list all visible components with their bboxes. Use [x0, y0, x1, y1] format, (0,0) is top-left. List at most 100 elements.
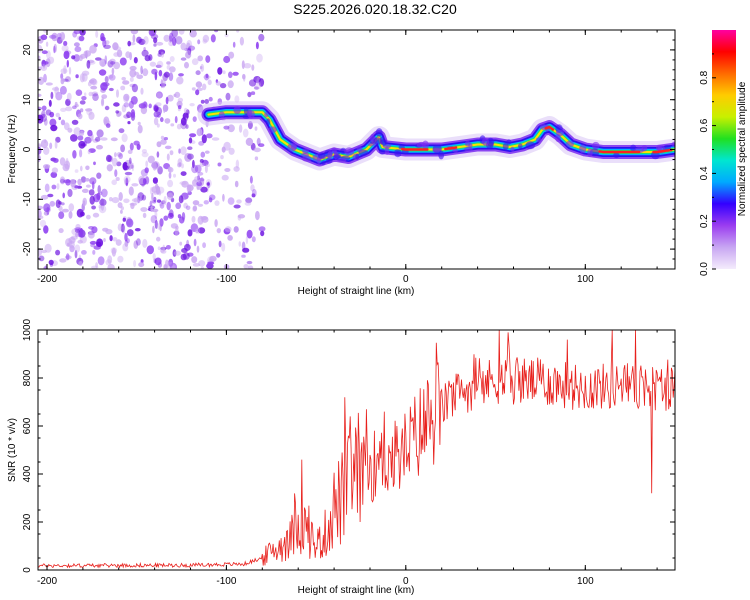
- noise-point: [86, 214, 91, 220]
- noise-point: [137, 121, 141, 126]
- noise-point: [129, 77, 134, 82]
- noise-point: [153, 196, 157, 202]
- ridge-blob: [375, 128, 383, 137]
- noise-point: [133, 197, 142, 204]
- ridge-blob: [592, 141, 600, 150]
- chart-title: S225.2026.020.18.32.C20: [293, 1, 457, 17]
- noise-point: [40, 139, 49, 149]
- noise-point: [133, 57, 138, 64]
- noise-point: [142, 212, 147, 219]
- x-tick-label: 100: [577, 274, 594, 285]
- noise-point: [178, 216, 185, 224]
- noise-point: [96, 144, 103, 150]
- noise-point: [197, 39, 201, 45]
- noise-point: [145, 160, 149, 168]
- noise-point: [244, 201, 252, 206]
- noise-point: [228, 51, 235, 59]
- noise-point: [108, 74, 116, 81]
- noise-point: [107, 74, 114, 79]
- noise-point: [158, 69, 163, 77]
- noise-point: [160, 117, 164, 123]
- y-tick-label: -20: [22, 241, 33, 256]
- noise-point: [121, 133, 128, 143]
- noise-point: [113, 102, 120, 107]
- noise-point: [114, 152, 117, 158]
- noise-point: [125, 177, 129, 187]
- noise-point: [52, 87, 60, 91]
- noise-point: [154, 71, 158, 81]
- noise-point: [149, 61, 157, 67]
- noise-point: [88, 189, 95, 196]
- noise-point: [60, 32, 66, 41]
- ridge-blob: [333, 154, 342, 159]
- ridge-blob: [233, 106, 241, 114]
- noise-point: [62, 192, 65, 199]
- noise-point: [156, 199, 162, 203]
- noise-point: [96, 129, 104, 138]
- noise-point: [92, 93, 99, 101]
- noise-point: [88, 111, 95, 120]
- noise-point: [91, 226, 98, 234]
- noise-point: [204, 164, 208, 173]
- noise-point: [156, 111, 161, 118]
- noise-point: [98, 205, 107, 214]
- noise-point: [236, 199, 242, 204]
- noise-point: [227, 197, 235, 205]
- noise-point: [38, 93, 42, 97]
- ridge-blob: [432, 147, 441, 153]
- y-tick-label: 200: [22, 513, 33, 530]
- noise-point: [148, 103, 152, 109]
- x-tick-label: -100: [216, 274, 236, 285]
- noise-point: [74, 227, 82, 231]
- noise-point: [56, 183, 60, 190]
- noise-point: [111, 179, 117, 186]
- noise-point: [162, 244, 166, 252]
- noise-point: [169, 56, 175, 62]
- noise-scatter: [38, 30, 266, 269]
- noise-point: [196, 128, 203, 137]
- noise-point: [110, 137, 118, 142]
- noise-point: [98, 204, 102, 209]
- noise-point: [129, 157, 132, 164]
- noise-point: [150, 215, 158, 224]
- noise-point: [185, 124, 189, 129]
- noise-point: [142, 178, 147, 185]
- noise-point: [216, 228, 221, 234]
- noise-point: [166, 61, 171, 65]
- noise-point: [169, 66, 176, 73]
- noise-point: [157, 261, 163, 268]
- noise-point: [169, 150, 174, 156]
- noise-point: [38, 154, 41, 163]
- ridge-blob: [380, 139, 388, 146]
- noise-point: [38, 205, 44, 210]
- noise-point: [116, 152, 122, 157]
- noise-point: [248, 79, 257, 87]
- noise-point: [214, 200, 220, 206]
- noise-point: [71, 55, 76, 60]
- colorbar-label: Normalized spectral amplitude: [737, 81, 748, 216]
- noise-point: [49, 118, 57, 127]
- x-tick-label: 0: [403, 274, 409, 285]
- noise-point: [180, 171, 187, 177]
- noise-point: [110, 247, 118, 254]
- noise-point: [203, 200, 209, 205]
- noise-point: [206, 182, 210, 186]
- noise-point: [70, 179, 76, 188]
- noise-point: [164, 145, 172, 150]
- noise-point: [156, 141, 162, 148]
- noise-point: [155, 107, 163, 116]
- noise-point: [154, 257, 162, 266]
- ridge-blob: [613, 152, 620, 159]
- noise-point: [95, 57, 102, 61]
- noise-point: [89, 240, 97, 245]
- noise-point: [222, 193, 225, 202]
- noise-point: [67, 127, 73, 133]
- noise-point: [191, 164, 199, 174]
- noise-point: [126, 111, 132, 119]
- noise-point: [85, 165, 90, 171]
- noise-point: [247, 91, 252, 98]
- noise-point: [160, 249, 167, 254]
- noise-point: [93, 161, 96, 166]
